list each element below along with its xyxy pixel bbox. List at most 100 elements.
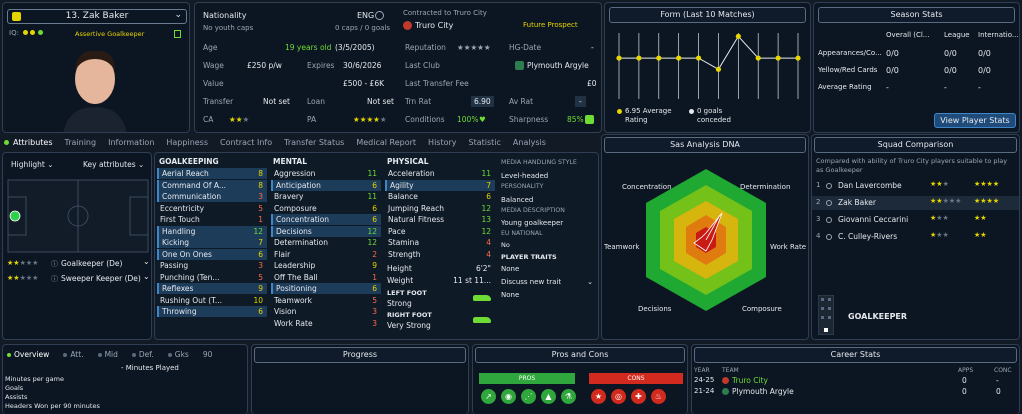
overview-tab[interactable]: 90: [202, 350, 213, 359]
minutes-played: - Minutes Played: [121, 364, 179, 372]
attribute-name: Command Of A...: [162, 180, 227, 190]
attribute-row[interactable]: Strength 4: [385, 249, 495, 260]
last-club-value[interactable]: Plymouth Argyle: [527, 61, 589, 70]
form-point[interactable]: [715, 66, 722, 72]
attribute-row[interactable]: Communication 3: [157, 191, 267, 202]
tab-analysis[interactable]: Analysis: [512, 138, 546, 147]
dna-label-decisions: Decisions: [638, 305, 672, 313]
squad-row[interactable]: 1 Dan Lavercombe ★★★ ★★★★: [812, 179, 1019, 193]
form-point[interactable]: [775, 55, 781, 61]
info-icon[interactable]: ⓘ: [51, 275, 58, 283]
role-label[interactable]: Goalkeeper (De): [61, 259, 123, 268]
tab-information[interactable]: Information: [108, 138, 155, 147]
player-header[interactable]: 13. Zak Baker ⌄: [7, 9, 187, 24]
season-title[interactable]: Season Stats: [818, 7, 1015, 23]
note-icon[interactable]: [174, 30, 181, 38]
tab-contract-info[interactable]: Contract Info: [220, 138, 273, 147]
overview-tab[interactable]: Def.: [138, 350, 154, 359]
eu-value: No: [501, 241, 510, 249]
attribute-row[interactable]: Jumping Reach 12: [385, 203, 495, 214]
attribute-row[interactable]: Stamina 4: [385, 237, 495, 248]
attribute-row[interactable]: Passing 3: [157, 260, 267, 271]
attribute-row[interactable]: Balance 6: [385, 191, 495, 202]
chevron-down-icon[interactable]: ⌄: [143, 272, 150, 281]
squad-row[interactable]: 3 Giovanni Ceccarini ★★★ ★★: [812, 213, 1019, 227]
form-point[interactable]: [735, 33, 741, 39]
attribute-row[interactable]: Flair 2: [271, 249, 381, 260]
squad-row[interactable]: 2 Zak Baker ★★★★★ ★★★★: [812, 196, 1019, 210]
career-team[interactable]: Truro City: [732, 376, 768, 385]
overview-tab[interactable]: Gks: [174, 350, 189, 359]
attribute-row[interactable]: Eccentricity 5: [157, 203, 267, 214]
career-title[interactable]: Career Stats: [694, 347, 1017, 363]
form-title[interactable]: Form (Last 10 Matches): [609, 7, 806, 23]
form-point[interactable]: [695, 55, 702, 61]
progress-title[interactable]: Progress: [254, 347, 466, 363]
attribute-row[interactable]: Composure 6: [271, 203, 381, 214]
attribute-row[interactable]: Rushing Out (T... 10: [157, 295, 267, 306]
key-attributes-dropdown[interactable]: Key attributes ⌄: [79, 159, 151, 172]
chevron-down-icon[interactable]: ⌄: [143, 257, 150, 266]
age-label: Age: [203, 43, 218, 52]
form-point[interactable]: [656, 55, 662, 61]
attribute-row[interactable]: Teamwork 5: [271, 295, 381, 306]
attribute-row[interactable]: Work Rate 3: [271, 318, 381, 329]
squad-row[interactable]: 4 C. Culley-Rivers ★★★ ★★: [812, 230, 1019, 244]
role-stars: ★★★★★: [7, 259, 39, 267]
tab-training[interactable]: Training: [64, 138, 97, 147]
form-point[interactable]: [795, 55, 801, 61]
overview-tab[interactable]: Overview: [14, 350, 50, 359]
attribute-row[interactable]: Determination 12: [271, 237, 381, 248]
season-cell: -: [944, 83, 947, 92]
attribute-row[interactable]: Leadership 9: [271, 260, 381, 271]
attribute-row[interactable]: Kicking 7: [157, 237, 267, 248]
goals-icon: [689, 109, 694, 114]
squad-title[interactable]: Squad Comparison: [814, 137, 1017, 153]
club-name[interactable]: Truro City: [415, 21, 454, 30]
attribute-row[interactable]: Reflexes 9: [157, 283, 267, 294]
form-point[interactable]: [616, 55, 622, 61]
attribute-row[interactable]: Bravery 11: [271, 191, 381, 202]
attribute-row[interactable]: Vision 3: [271, 306, 381, 317]
highlight-dropdown[interactable]: Highlight ⌄: [7, 159, 65, 172]
attribute-row[interactable]: Punching (Ten... 5: [157, 272, 267, 283]
role-label[interactable]: Sweeper Keeper (De): [61, 274, 141, 283]
form-point[interactable]: [676, 55, 682, 61]
tab-happiness[interactable]: Happiness: [166, 138, 209, 147]
info-icon[interactable]: ⓘ: [51, 260, 58, 268]
proscons-title[interactable]: Pros and Cons: [475, 347, 685, 363]
tab-attributes[interactable]: Attributes: [13, 138, 53, 147]
attribute-row[interactable]: Natural Fitness 13: [385, 214, 495, 225]
chevron-down-icon[interactable]: ⌄: [174, 10, 182, 20]
attribute-row[interactable]: Aerial Reach 8: [157, 168, 267, 179]
form-point[interactable]: [755, 55, 761, 61]
overview-tab[interactable]: Att.: [70, 350, 84, 359]
attribute-row[interactable]: Agility 7: [385, 179, 495, 191]
tab-statistic[interactable]: Statistic: [468, 138, 501, 147]
tab-transfer-status[interactable]: Transfer Status: [284, 138, 345, 147]
attribute-row[interactable]: Handling 12: [157, 225, 267, 237]
traits-label: PLAYER TRAITS: [501, 253, 557, 261]
attribute-row[interactable]: One On Ones 6: [157, 248, 267, 260]
conditions-value: 100%: [457, 115, 479, 124]
tab-history[interactable]: History: [428, 138, 457, 147]
tab-medical-report[interactable]: Medical Report: [356, 138, 417, 147]
form-point[interactable]: [636, 55, 642, 61]
attribute-row[interactable]: Concentration 6: [271, 214, 381, 225]
overview-tab[interactable]: Mid: [104, 350, 118, 359]
attribute-row[interactable]: Off The Ball 1: [271, 272, 381, 283]
attribute-row[interactable]: Pace 12: [385, 226, 495, 237]
attribute-row[interactable]: First Touch 1: [157, 214, 267, 225]
discuss-trait-dropdown[interactable]: Discuss new trait ⌄: [501, 278, 593, 286]
career-team[interactable]: Plymouth Argyle: [732, 387, 794, 396]
attribute-name: Aerial Reach: [162, 169, 209, 178]
attribute-row[interactable]: Aggression 11: [271, 168, 381, 179]
attribute-row[interactable]: Throwing 6: [157, 306, 267, 317]
view-player-stats-button[interactable]: View Player Stats: [934, 113, 1016, 128]
attribute-row[interactable]: Positioning 6: [271, 283, 381, 294]
attribute-row[interactable]: Decisions 12: [271, 225, 381, 237]
attribute-row[interactable]: Command Of A... 8: [157, 179, 267, 191]
attribute-row[interactable]: Anticipation 6: [271, 179, 381, 191]
attribute-row[interactable]: Acceleration 11: [385, 168, 495, 179]
dna-title[interactable]: Sas Analysis DNA: [604, 137, 806, 153]
